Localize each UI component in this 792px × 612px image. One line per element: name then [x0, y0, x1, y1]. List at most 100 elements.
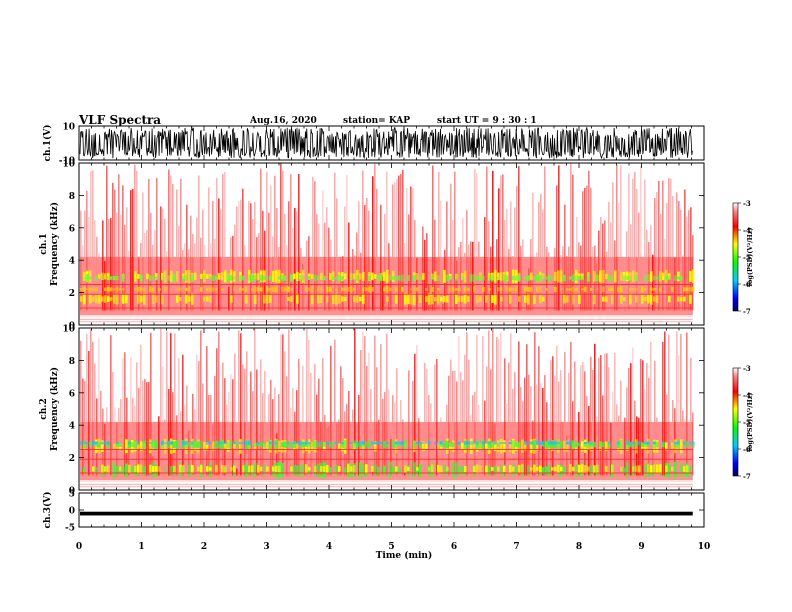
spec-band-patch	[419, 442, 422, 444]
spec-band-patch	[353, 296, 356, 302]
spec-streak	[150, 332, 152, 476]
spec-band-patch	[620, 286, 623, 293]
spec-band-patch	[179, 464, 182, 474]
spec-band-patch	[623, 297, 626, 302]
spec-band-patch	[548, 274, 551, 282]
spec-band-patch	[299, 465, 302, 477]
spec-band-patch	[326, 441, 329, 445]
spec-band-patch	[98, 294, 101, 304]
spec-band-patch	[620, 272, 623, 281]
spec-streak	[382, 276, 384, 311]
spec-streak	[458, 335, 460, 476]
spec-band-patch	[599, 270, 602, 283]
spec-band-patch	[239, 275, 242, 282]
spec-band-patch	[560, 466, 563, 472]
spec-streak	[642, 360, 644, 476]
spec-band-patch	[554, 271, 557, 282]
spec-band-patch	[338, 274, 341, 282]
spec-streak	[244, 368, 246, 476]
spec-streak	[426, 233, 428, 311]
x-tick-label: 10	[698, 542, 711, 552]
spec-streak	[266, 172, 268, 311]
spec-streak	[108, 219, 110, 311]
spec-band-patch	[266, 276, 269, 280]
spec-band-patch	[317, 441, 320, 445]
spec-streak	[292, 228, 294, 311]
spec-band-patch	[563, 294, 566, 304]
spec-streak	[384, 392, 386, 476]
spec-streak	[130, 190, 132, 311]
spec-band-patch	[188, 269, 191, 283]
spec-streak	[192, 233, 194, 311]
spec-band-patch	[293, 442, 296, 445]
spec-band-patch	[110, 297, 113, 302]
spec-band-patch	[473, 286, 476, 293]
spec-band-patch	[107, 465, 110, 473]
spec-band-patch	[230, 440, 233, 449]
spec-band-patch	[389, 461, 392, 480]
spec-streak	[186, 204, 188, 311]
spec-streak	[596, 263, 598, 311]
spec-band-patch	[272, 286, 275, 292]
spec-band-patch	[683, 287, 686, 292]
spec-band-patch	[284, 287, 287, 292]
spec-band-patch	[443, 269, 446, 283]
spec-band-patch	[233, 442, 236, 450]
spec-streak	[412, 188, 414, 311]
spec-band-patch	[191, 274, 194, 282]
spec-gap	[80, 314, 693, 317]
spec-streak	[430, 403, 432, 476]
spec-band-patch	[680, 296, 683, 302]
spec-streak	[104, 261, 106, 311]
spec-streak	[170, 175, 172, 311]
spec-streak	[608, 201, 610, 311]
spec-streak	[466, 210, 468, 311]
spec-band-patch	[80, 296, 83, 302]
spec-band-patch	[377, 441, 380, 445]
spec-band-patch	[233, 441, 236, 445]
spec-band-patch	[458, 441, 461, 445]
spec-band-patch	[680, 463, 683, 479]
colorbar-tick-label: -4	[743, 226, 751, 235]
spec-band-patch	[308, 287, 311, 292]
spec-streak	[342, 255, 344, 311]
spec-streak	[282, 334, 284, 476]
spec-band-patch	[272, 270, 275, 282]
spec-band-patch	[233, 465, 236, 473]
spec-band-patch	[569, 464, 572, 474]
spec-streak	[358, 395, 360, 476]
spec-streak	[376, 367, 378, 476]
spec-streak	[588, 405, 590, 476]
y-tick-label: 8	[69, 192, 75, 202]
spec-streak	[434, 219, 436, 311]
spec-band-patch	[536, 441, 539, 451]
spec-band-patch	[149, 275, 152, 281]
spec-streak	[606, 353, 608, 476]
spec-band-patch	[140, 464, 143, 474]
spec-streak	[492, 328, 494, 476]
spec-streak	[558, 165, 560, 311]
spec-streak	[368, 352, 370, 476]
spec-band-patch	[95, 467, 98, 474]
spec-streak	[258, 472, 260, 476]
spec-streak	[520, 245, 522, 311]
spec-band-patch	[92, 296, 95, 302]
y-axis-label: Frequency (kHz)	[49, 367, 60, 451]
spec-streak	[532, 420, 534, 476]
spec-band-patch	[449, 287, 452, 292]
spec-band-patch	[422, 272, 425, 280]
spec-streak	[500, 332, 502, 476]
spec-streak	[676, 331, 678, 476]
spec-band-patch	[491, 441, 494, 448]
spec-band-patch	[614, 270, 617, 283]
spec-band-patch	[458, 287, 461, 292]
spec-band-patch	[263, 464, 266, 478]
spec-band-patch	[605, 296, 608, 302]
spec-band-patch	[182, 464, 185, 474]
spec-streak	[592, 246, 594, 311]
spec-streak	[260, 168, 262, 311]
spec-streak	[264, 370, 266, 476]
spec-band-patch	[245, 294, 248, 304]
spec-streak	[150, 212, 152, 311]
spec-band-patch	[533, 276, 536, 280]
